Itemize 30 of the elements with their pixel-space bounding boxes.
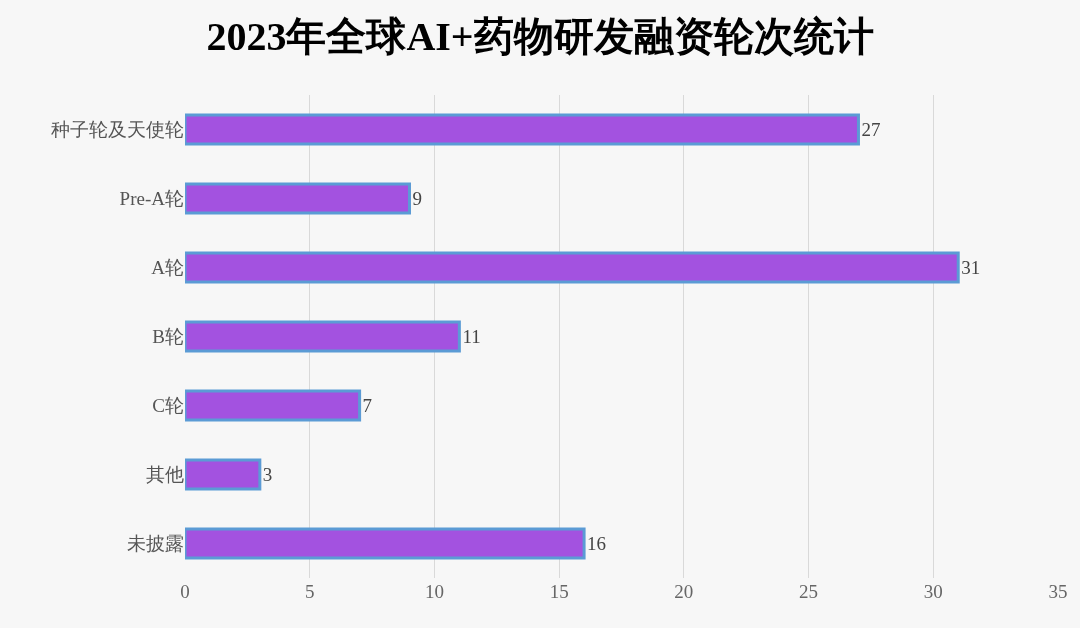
data-label: 16	[587, 533, 607, 554]
data-label: 7	[362, 395, 373, 416]
bar	[185, 251, 960, 284]
bar	[185, 389, 362, 422]
data-label: 11	[462, 326, 481, 347]
x-tick-label: 25	[799, 581, 819, 602]
chart-title: 2023年全球AI+药物研发融资轮次统计	[206, 13, 874, 59]
y-tick-label: B轮	[152, 326, 184, 348]
x-tick-label: 10	[424, 581, 444, 602]
data-label: 9	[412, 188, 422, 209]
x-tick-label: 0	[180, 581, 190, 602]
y-tick-label: A轮	[151, 257, 184, 279]
x-tick-label: 15	[549, 581, 569, 602]
x-tick-label: 5	[304, 581, 315, 602]
y-tick-label: C轮	[152, 395, 184, 417]
y-tick-label: 其他	[146, 464, 184, 486]
data-label: 3	[262, 464, 273, 485]
y-tick-label: Pre-A轮	[119, 188, 184, 210]
x-tick-label: 35	[1048, 581, 1068, 602]
y-tick-label: 种子轮及天使轮	[51, 119, 184, 141]
bar	[185, 182, 411, 215]
x-tick-label: 20	[674, 581, 694, 602]
bar	[185, 113, 860, 146]
bar	[185, 320, 461, 353]
y-tick-label: 未披露	[127, 533, 184, 555]
data-label: 27	[861, 119, 881, 140]
x-tick-label: 30	[923, 581, 943, 602]
data-label: 31	[961, 257, 981, 278]
bar	[185, 458, 262, 491]
bar	[185, 527, 586, 560]
